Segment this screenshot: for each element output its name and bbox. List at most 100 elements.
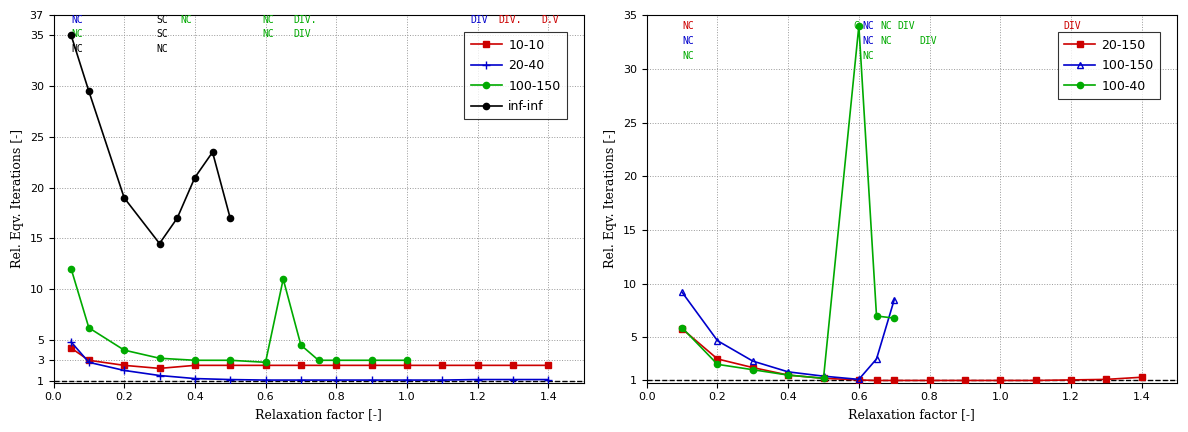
inf-inf xyxy=(64,33,78,38)
100-150 xyxy=(816,374,830,379)
inf-inf xyxy=(206,149,220,155)
Text: NC: NC xyxy=(263,29,273,39)
100-40 xyxy=(816,376,830,381)
X-axis label: Relaxation factor [-]: Relaxation factor [-] xyxy=(848,408,975,421)
100-40 xyxy=(746,367,760,372)
20-40 xyxy=(506,377,520,382)
20-40 xyxy=(400,378,415,383)
Line: inf-inf: inf-inf xyxy=(68,32,233,247)
Line: 20-40: 20-40 xyxy=(67,338,552,384)
Line: 100-150: 100-150 xyxy=(678,289,898,383)
Text: DIV.: DIV. xyxy=(499,15,523,25)
20-150 xyxy=(958,378,972,383)
20-150 xyxy=(1135,375,1149,380)
20-40 xyxy=(152,373,166,378)
100-40 xyxy=(870,313,884,318)
Text: SC: SC xyxy=(156,15,168,25)
Legend: 20-150, 100-150, 100-40: 20-150, 100-150, 100-40 xyxy=(1057,32,1159,99)
Text: DIV: DIV xyxy=(1063,21,1081,31)
10-10 xyxy=(118,363,132,368)
10-10 xyxy=(152,366,166,371)
20-150 xyxy=(816,376,830,381)
20-150 xyxy=(781,372,795,378)
Text: NC: NC xyxy=(862,51,874,61)
20-150 xyxy=(1063,377,1078,382)
Text: NC: NC xyxy=(862,36,874,46)
Y-axis label: Rel. Eqv. Iterations [-]: Rel. Eqv. Iterations [-] xyxy=(605,129,618,268)
100-150 xyxy=(329,358,343,363)
20-40 xyxy=(188,376,202,381)
100-150 xyxy=(311,358,326,363)
20-40 xyxy=(293,378,308,383)
Text: C: C xyxy=(853,21,859,31)
Text: NC: NC xyxy=(263,15,273,25)
100-150 xyxy=(365,358,379,363)
100-150 xyxy=(223,358,238,363)
10-10 xyxy=(400,363,415,368)
Y-axis label: Rel. Eqv. Iterations [-]: Rel. Eqv. Iterations [-] xyxy=(11,129,24,268)
10-10 xyxy=(293,363,308,368)
20-40 xyxy=(259,378,273,383)
inf-inf xyxy=(170,216,184,221)
10-10 xyxy=(188,363,202,368)
Text: NC: NC xyxy=(862,21,874,31)
20-40 xyxy=(435,378,449,383)
Text: NC: NC xyxy=(71,15,83,25)
Text: NC: NC xyxy=(71,29,83,39)
Text: NC: NC xyxy=(682,51,694,61)
100-150 xyxy=(118,347,132,353)
Line: 100-40: 100-40 xyxy=(680,23,897,381)
Legend: 10-10, 20-40, 100-150, inf-inf: 10-10, 20-40, 100-150, inf-inf xyxy=(465,32,567,119)
Text: DIV: DIV xyxy=(898,21,915,31)
100-150 xyxy=(887,297,902,302)
100-40 xyxy=(710,362,725,367)
100-150 xyxy=(870,356,884,362)
100-150 xyxy=(400,358,415,363)
20-150 xyxy=(887,378,902,383)
Text: NC: NC xyxy=(156,44,168,54)
10-10 xyxy=(329,363,343,368)
10-10 xyxy=(82,358,96,363)
100-150 xyxy=(710,338,725,343)
20-40 xyxy=(365,378,379,383)
100-40 xyxy=(852,23,866,29)
100-150 xyxy=(293,343,308,348)
Text: NC: NC xyxy=(181,15,192,25)
100-150 xyxy=(675,290,689,295)
10-10 xyxy=(470,363,485,368)
100-150 xyxy=(852,377,866,382)
Text: NC: NC xyxy=(880,36,892,46)
20-150 xyxy=(852,377,866,382)
10-10 xyxy=(435,363,449,368)
20-40 xyxy=(329,378,343,383)
inf-inf xyxy=(188,175,202,180)
10-10 xyxy=(259,363,273,368)
100-150 xyxy=(746,359,760,364)
20-40 xyxy=(64,340,78,345)
Line: 100-150: 100-150 xyxy=(68,266,410,365)
20-150 xyxy=(746,365,760,370)
Text: DIV: DIV xyxy=(920,36,936,46)
20-150 xyxy=(1029,378,1043,383)
100-150 xyxy=(259,360,273,365)
100-150 xyxy=(82,325,96,330)
100-40 xyxy=(887,315,902,321)
inf-inf xyxy=(152,241,166,246)
100-40 xyxy=(675,325,689,330)
20-150 xyxy=(675,326,689,331)
20-40 xyxy=(223,377,238,382)
Text: NC: NC xyxy=(682,36,694,46)
Text: DIV: DIV xyxy=(470,15,488,25)
10-10 xyxy=(365,363,379,368)
10-10 xyxy=(541,363,555,368)
100-150 xyxy=(64,266,78,271)
20-150 xyxy=(993,378,1007,383)
100-150 xyxy=(781,369,795,375)
20-150 xyxy=(870,378,884,383)
X-axis label: Relaxation factor [-]: Relaxation factor [-] xyxy=(255,408,383,421)
Text: NC: NC xyxy=(880,21,892,31)
100-150 xyxy=(188,358,202,363)
Text: NC: NC xyxy=(71,44,83,54)
20-40 xyxy=(82,360,96,365)
20-150 xyxy=(1099,377,1113,382)
